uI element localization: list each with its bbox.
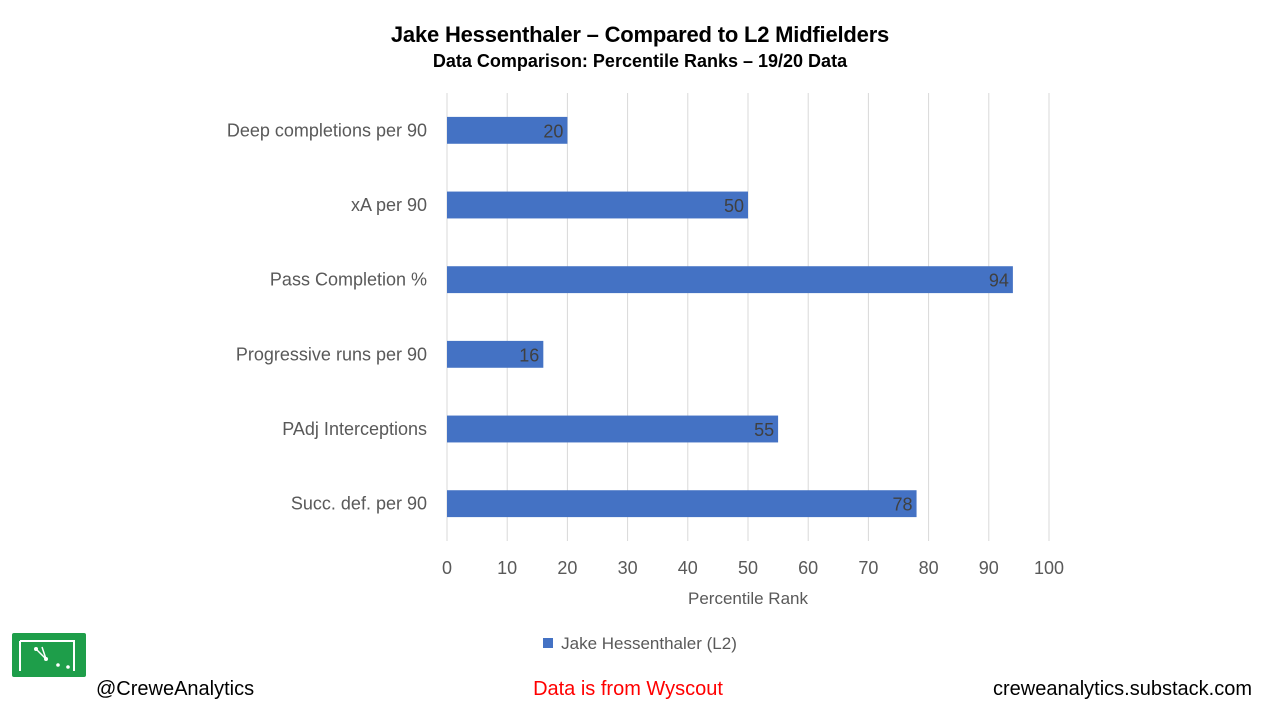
bar-chart: 0 10 20 30 40 50 60 70 80 90 100 Deep completions p… <box>227 93 1064 608</box>
x-tick-label: 10 <box>497 558 517 578</box>
bar <box>447 490 917 518</box>
data-label: 16 <box>519 345 539 365</box>
category-label: Pass Completion % <box>270 270 427 290</box>
category-label: PAdj Interceptions <box>282 419 427 439</box>
x-tick-label: 90 <box>979 558 999 578</box>
x-tick-label: 50 <box>738 558 758 578</box>
bar <box>447 415 779 443</box>
twitter-handle: @CreweAnalytics <box>96 678 255 700</box>
x-tick-label: 80 <box>919 558 939 578</box>
data-label: 20 <box>543 121 563 141</box>
data-source: Data is from Wyscout <box>533 678 723 700</box>
x-tick-label: 40 <box>678 558 698 578</box>
category-label: Progressive runs per 90 <box>236 344 427 364</box>
legend-label: Jake Hessenthaler (L2) <box>561 634 737 653</box>
legend: Jake Hessenthaler (L2) <box>0 634 1280 654</box>
x-tick-label: 100 <box>1034 558 1064 578</box>
data-label: 78 <box>893 495 913 515</box>
x-tick-label: 60 <box>798 558 818 578</box>
website: creweanalytics.substack.com <box>993 678 1252 700</box>
category-label: Succ. def. per 90 <box>291 494 427 514</box>
x-tick-label: 0 <box>442 558 452 578</box>
data-label: 94 <box>989 271 1009 291</box>
x-tick-label: 20 <box>557 558 577 578</box>
pitch-icon <box>19 640 75 671</box>
crewe-analytics-logo <box>12 633 86 677</box>
bar <box>447 116 568 144</box>
legend-swatch <box>543 637 554 648</box>
data-label: 55 <box>754 420 774 440</box>
x-axis-title: Percentile Rank <box>688 589 809 608</box>
category-label: xA per 90 <box>351 195 427 215</box>
x-tick-label: 30 <box>618 558 638 578</box>
chart-subtitle: Data Comparison: Percentile Ranks – 19/2… <box>432 51 848 71</box>
data-label: 50 <box>724 196 744 216</box>
category-label: Deep completions per 90 <box>227 120 427 140</box>
bar <box>447 266 1013 294</box>
chart-title: Jake Hessenthaler – Compared to L2 Midfi… <box>390 22 890 47</box>
x-tick-label: 70 <box>858 558 878 578</box>
bar <box>447 340 544 368</box>
bar <box>447 191 748 219</box>
